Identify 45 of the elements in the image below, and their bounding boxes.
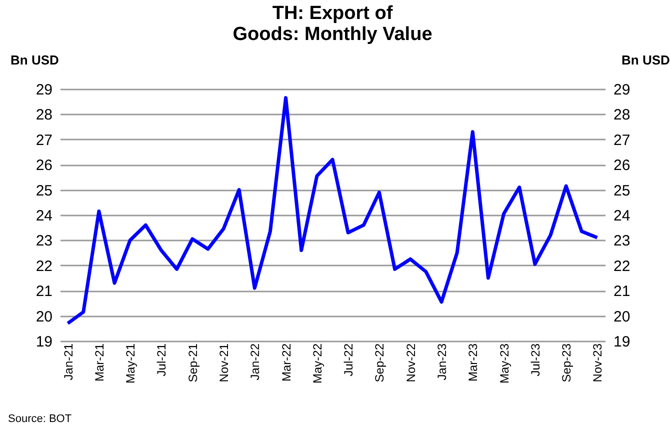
y2-tick-label: 28 bbox=[614, 106, 630, 124]
y-axis-title: Bn USD bbox=[10, 52, 59, 68]
x-tick-label: May-22 bbox=[310, 343, 324, 384]
y2-tick-label: 26 bbox=[614, 157, 630, 174]
y-tick-label: 28 bbox=[36, 106, 52, 124]
y2-tick-label: 27 bbox=[614, 132, 630, 149]
x-tick-label: Jan-23 bbox=[435, 343, 449, 380]
x-tick-label: May-23 bbox=[497, 343, 512, 384]
y-tick-label: 19 bbox=[36, 334, 52, 350]
y-tick-label: 24 bbox=[36, 208, 52, 224]
x-tick-label: Jul-21 bbox=[154, 343, 169, 376]
x-tick-label: Sep-22 bbox=[372, 343, 387, 382]
y-tick-label: 20 bbox=[36, 308, 52, 326]
x-tick-label: Nov-23 bbox=[590, 343, 605, 382]
line-series bbox=[66, 96, 599, 326]
x-tick-label: Jul-23 bbox=[528, 343, 542, 376]
y2-axis-title: Bn USD bbox=[622, 52, 670, 68]
x-tick-label: Mar-23 bbox=[466, 343, 480, 382]
y2-tick-label: 20 bbox=[614, 308, 630, 326]
y2-tick-label: 24 bbox=[614, 208, 630, 224]
y2-tick-label: 29 bbox=[614, 82, 630, 98]
y-tick-label: 22 bbox=[36, 258, 52, 275]
x-tick-label: Jan-22 bbox=[248, 343, 262, 380]
x-tick-label: Jul-22 bbox=[342, 343, 356, 376]
y2-tick-label: 21 bbox=[614, 283, 630, 300]
y-tick-label: 29 bbox=[36, 82, 52, 98]
chart-title: TH: Export of Goods: Monthly Value bbox=[232, 3, 432, 45]
x-tick-label: Sep-23 bbox=[560, 343, 574, 382]
x-tick-label: Mar-21 bbox=[92, 343, 106, 382]
y2-tick-label: 19 bbox=[614, 334, 630, 350]
y-tick-label: 23 bbox=[36, 232, 52, 250]
y2-tick-label: 23 bbox=[614, 232, 630, 250]
y2-tick-label: 22 bbox=[614, 258, 630, 275]
y-tick-label: 27 bbox=[36, 132, 52, 149]
x-tick-label: Nov-22 bbox=[404, 343, 418, 382]
y-tick-label: 26 bbox=[36, 157, 52, 174]
source-note: Source: BOT bbox=[8, 413, 72, 425]
y2-tick-label: 25 bbox=[614, 182, 630, 200]
x-tick-label: Jan-21 bbox=[61, 343, 76, 380]
x-tick-label: Sep-21 bbox=[186, 343, 200, 382]
x-tick-label: Nov-21 bbox=[217, 343, 231, 382]
x-tick-label: May-21 bbox=[124, 343, 138, 384]
x-tick-label: Mar-22 bbox=[279, 343, 294, 382]
y-tick-label: 21 bbox=[36, 283, 52, 300]
y-tick-label: 25 bbox=[36, 182, 52, 200]
